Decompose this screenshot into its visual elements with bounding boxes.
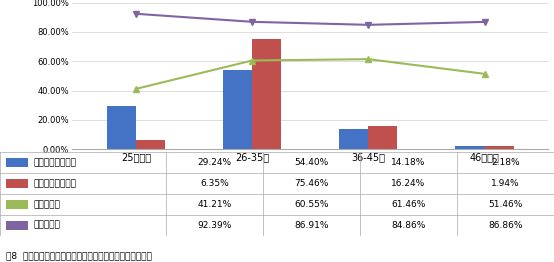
Text: 92.39%: 92.39%	[197, 221, 232, 230]
Text: 图8  不同年龄考生两个阶段考试报名人数占比、出考率情况: 图8 不同年龄考生两个阶段考试报名人数占比、出考率情况	[6, 252, 151, 261]
Text: 14.18%: 14.18%	[391, 158, 426, 167]
Text: 54.40%: 54.40%	[295, 158, 329, 167]
Bar	[6, 200, 28, 209]
Text: 86.91%: 86.91%	[294, 221, 329, 230]
Text: 86.86%: 86.86%	[488, 221, 523, 230]
Text: 61.46%: 61.46%	[391, 200, 426, 209]
Bar	[136, 140, 165, 149]
Text: 16.24%: 16.24%	[392, 179, 425, 188]
Text: 综合报名人数占比: 综合报名人数占比	[33, 179, 76, 188]
Bar	[6, 221, 28, 230]
Bar	[223, 69, 252, 149]
Text: 2.18%: 2.18%	[491, 158, 520, 167]
Text: 专业出考率: 专业出考率	[33, 200, 60, 209]
Bar	[339, 129, 368, 149]
Text: 综合出考率: 综合出考率	[33, 221, 60, 230]
Bar	[252, 39, 281, 149]
Bar	[6, 179, 28, 188]
Text: 6.35%: 6.35%	[201, 179, 229, 188]
Bar	[107, 106, 136, 149]
Bar	[485, 146, 514, 149]
Text: 29.24%: 29.24%	[198, 158, 232, 167]
Bar	[6, 158, 28, 167]
Text: 1.94%: 1.94%	[491, 179, 520, 188]
Text: 84.86%: 84.86%	[391, 221, 426, 230]
Bar	[368, 125, 397, 149]
Bar	[455, 146, 485, 149]
Text: 75.46%: 75.46%	[294, 179, 329, 188]
Text: 60.55%: 60.55%	[294, 200, 329, 209]
Text: 51.46%: 51.46%	[488, 200, 523, 209]
Text: 41.21%: 41.21%	[198, 200, 232, 209]
Text: 专业报名人数占比: 专业报名人数占比	[33, 158, 76, 167]
